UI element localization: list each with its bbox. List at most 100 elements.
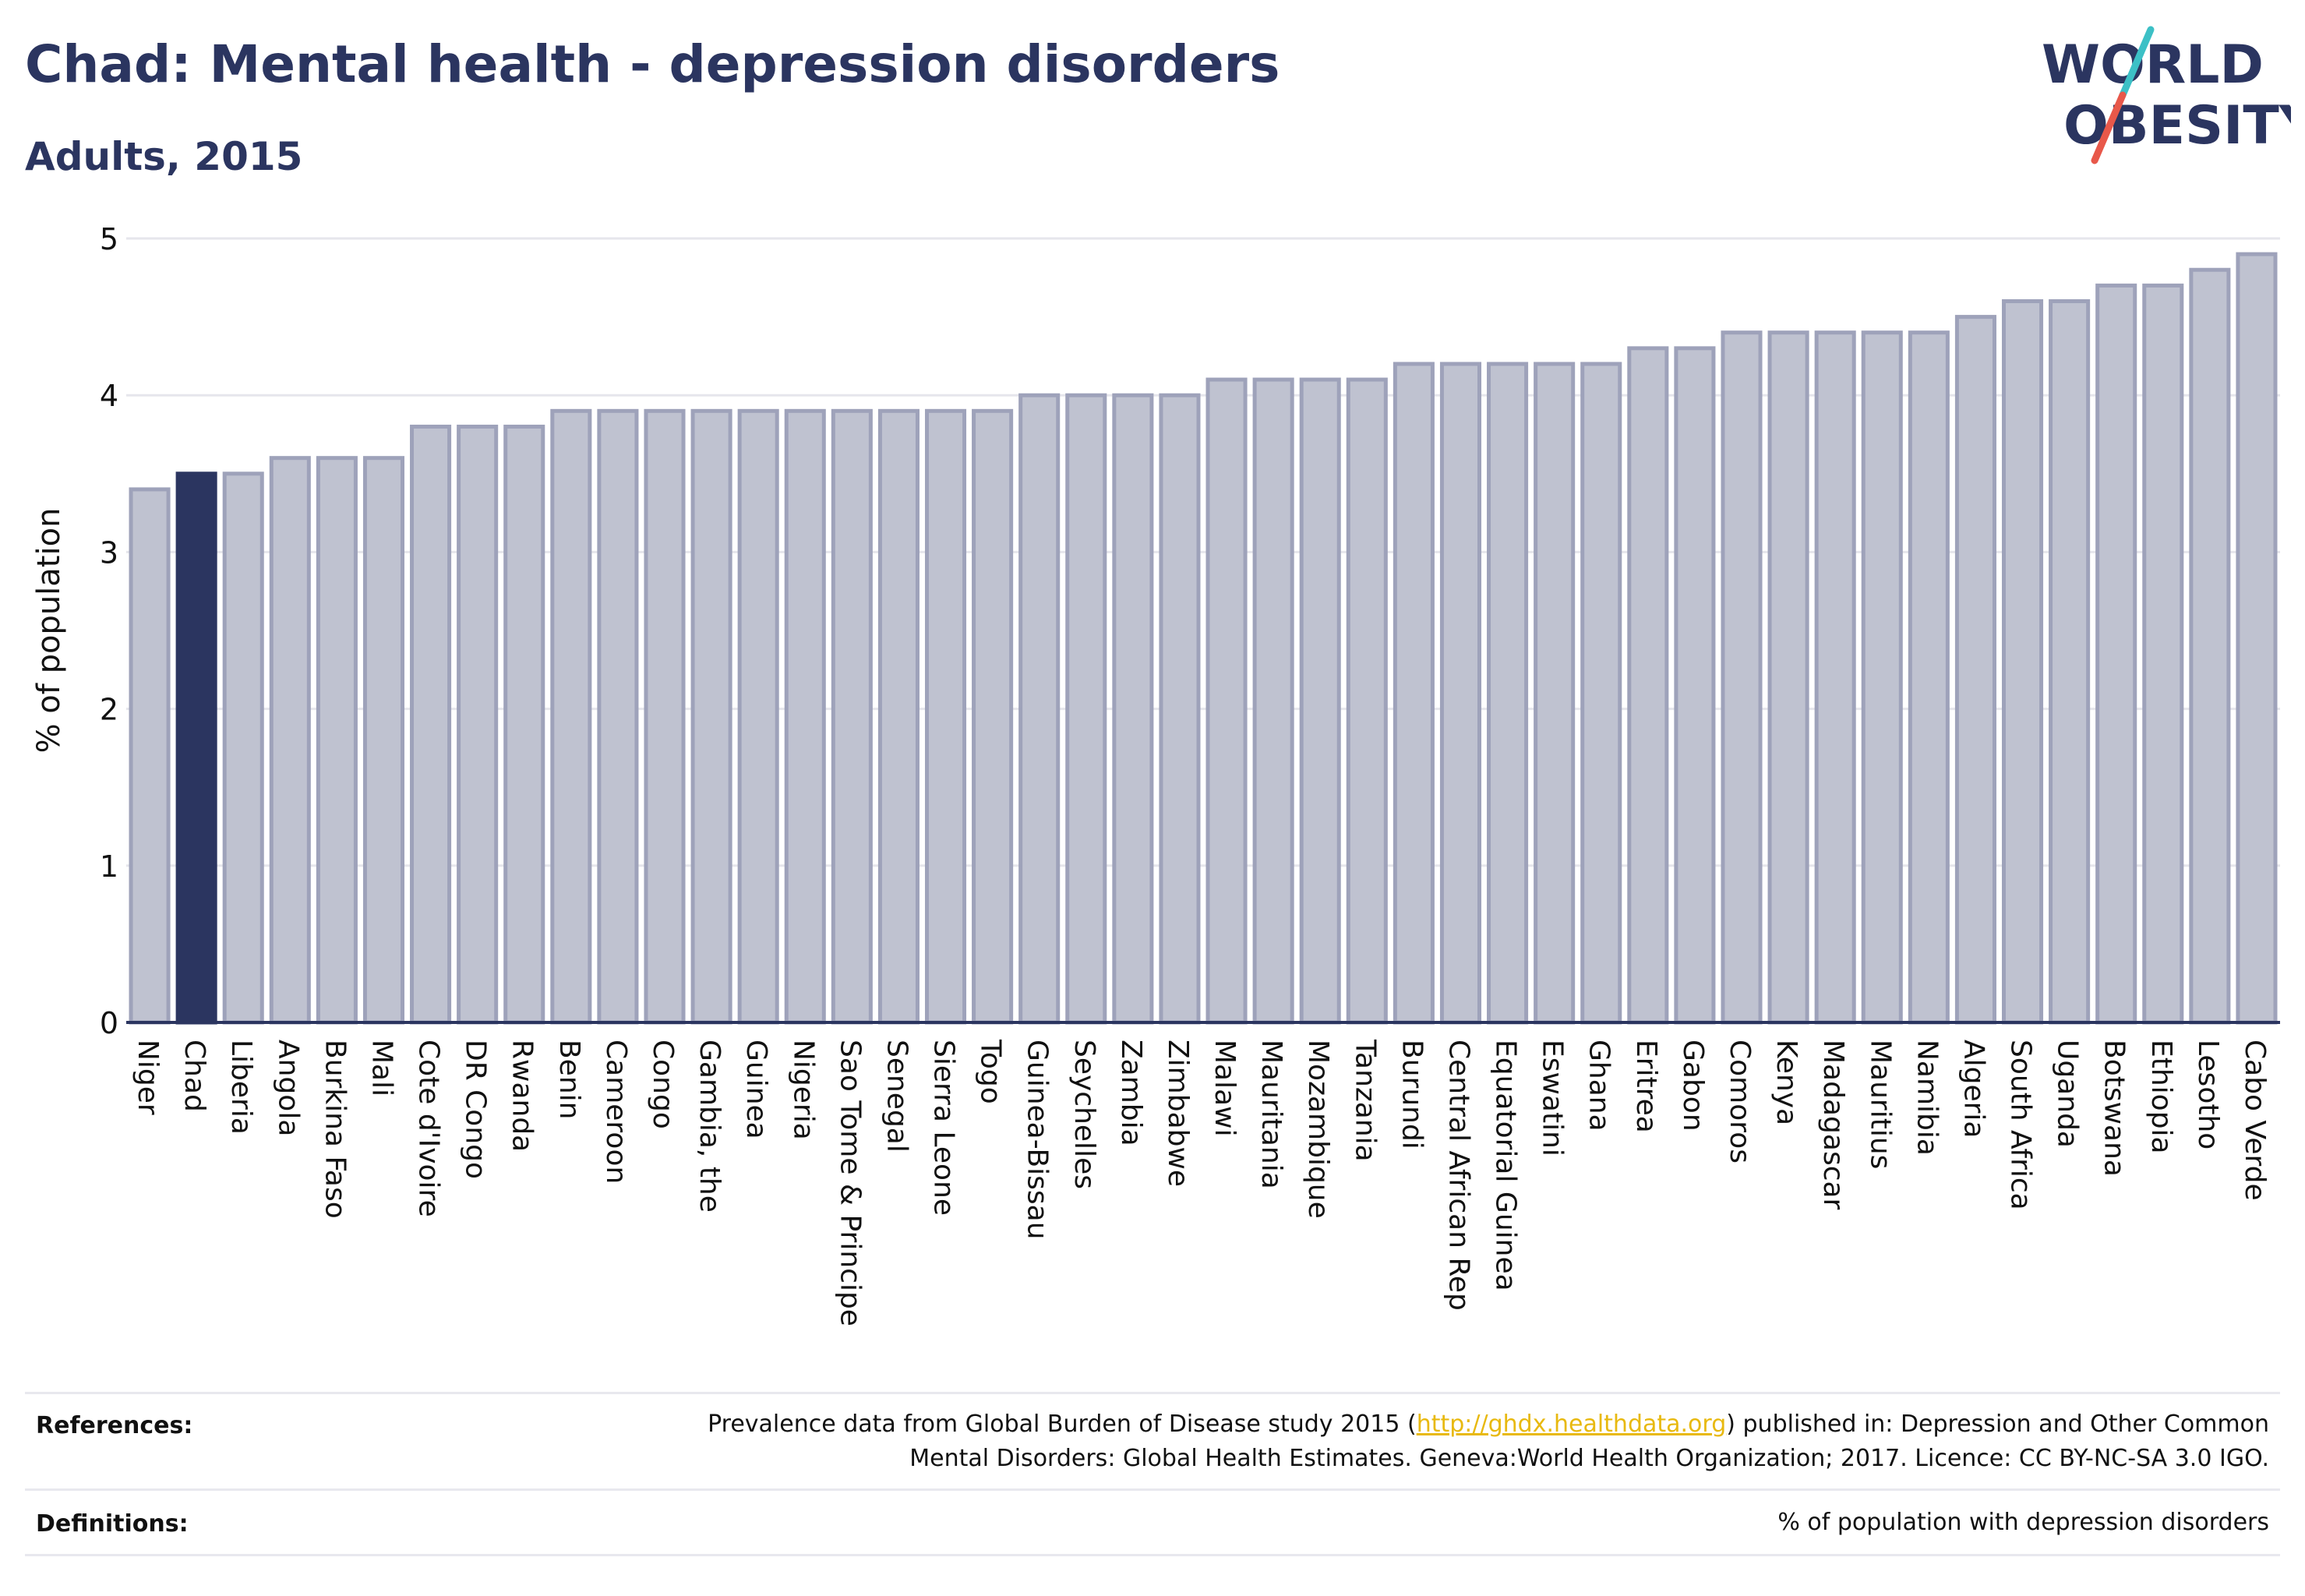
x-tick-label: Mali [365, 1040, 397, 1096]
x-tick-label: Lesotho [2192, 1040, 2224, 1149]
y-tick-labels: 0 1 2 3 4 5 [100, 222, 118, 1040]
x-tick-label: Malawi [1209, 1040, 1241, 1137]
footer-divider-mid [25, 1488, 2280, 1491]
bar-botswana [2095, 283, 2137, 1025]
x-tick-label: DR Congo [460, 1040, 492, 1179]
bar-tanzania [1346, 377, 1388, 1025]
bar-cameroon [597, 408, 639, 1025]
x-tick-label: Senegal [881, 1040, 912, 1153]
footer-divider-top [25, 1392, 2280, 1394]
definitions-label: Definitions: [36, 1510, 189, 1538]
references-text: Prevalence data from Global Burden of Di… [708, 1407, 2269, 1476]
world-obesity-logo: WORLD OBESITY [2042, 26, 2291, 164]
x-tick-label: Ethiopia [2145, 1040, 2177, 1154]
bar-malawi [1205, 377, 1248, 1025]
bar-dr-congo [457, 424, 499, 1025]
x-tick-label: Zambia [1115, 1040, 1147, 1146]
references-line2: Mental Disorders: Global Health Estimate… [909, 1445, 2269, 1472]
x-tick-label: Mozambique [1302, 1040, 1334, 1219]
references-link[interactable]: http://ghdx.healthdata.org [1416, 1411, 1727, 1438]
x-tick-label: Niger [132, 1040, 164, 1115]
bar-rwanda [503, 424, 545, 1025]
bar-burundi [1393, 362, 1435, 1025]
chart-subtitle: Adults, 2015 [25, 134, 303, 179]
x-tick-label: Guinea-Bissau [1022, 1040, 1054, 1240]
bar-zimbabwe [1159, 393, 1201, 1025]
bar-zambia [1112, 393, 1154, 1025]
bar-eritrea [1627, 346, 1669, 1025]
bar-guinea [737, 408, 779, 1025]
x-tick-label: Eritrea [1630, 1040, 1662, 1133]
x-tick-label: Sierra Leone [928, 1040, 960, 1216]
y-tick-label: 3 [100, 535, 118, 570]
x-tick-label: Mauritania [1255, 1040, 1287, 1189]
bar-benin [550, 408, 592, 1025]
bar-cabo-verde [2236, 252, 2278, 1025]
definitions-text: % of population with depression disorder… [1777, 1509, 2269, 1536]
x-tick-label: Algeria [1957, 1040, 1989, 1139]
x-tick-label: Namibia [1911, 1040, 1943, 1156]
x-tick-label: Rwanda [507, 1040, 538, 1152]
bar-ghana [1580, 362, 1622, 1025]
bar-nigeria [784, 408, 826, 1025]
bar-equatorial-guinea [1487, 362, 1529, 1025]
bar-congo [644, 408, 686, 1025]
bar-angola [269, 456, 311, 1025]
x-tick-label: Burkina Faso [319, 1040, 351, 1219]
x-tick-label: South Africa [2005, 1040, 2037, 1210]
x-tick-label: Cote d'Ivoire [413, 1040, 445, 1217]
x-tick-label: Gambia, the [694, 1040, 725, 1213]
bar-burkina-faso [316, 456, 358, 1025]
x-tick-label: Benin [553, 1040, 585, 1119]
x-tick-label: Madagascar [1817, 1040, 1849, 1210]
bar-gabon [1674, 346, 1716, 1025]
x-tick-label: Sao Tome & Principe [834, 1040, 866, 1326]
x-tick-label: Burundi [1396, 1040, 1428, 1149]
references-line1-post: ) published in: Depression and Other Com… [1726, 1411, 2269, 1438]
x-tick-label: Tanzania [1349, 1039, 1381, 1162]
x-tick-label: Chad [178, 1040, 210, 1112]
bar-cote-d-ivoire [410, 424, 452, 1025]
bar-seychelles [1065, 393, 1107, 1025]
footer-divider-bottom [25, 1554, 2280, 1556]
y-tick-label: 5 [100, 222, 118, 256]
bar-comoros [1721, 330, 1763, 1025]
bar-senegal [877, 408, 920, 1025]
y-tick-label: 4 [100, 379, 118, 413]
bar-ethiopia [2142, 283, 2184, 1025]
bar-algeria [1954, 315, 1996, 1025]
bar-sierra-leone [924, 408, 967, 1025]
bar-namibia [1908, 330, 1950, 1025]
bar-chart: 0 1 2 3 4 5 Niger Chad Liberia Angola Burkina Fas… [31, 222, 2280, 1326]
bar-mauritius [1861, 330, 1903, 1025]
x-tick-label: Gabon [1677, 1040, 1709, 1132]
bar-liberia [222, 471, 264, 1025]
chart-title: Chad: Mental health - depression disorde… [25, 34, 1280, 94]
bar-kenya [1767, 330, 1809, 1025]
bar-south-africa [2001, 298, 2044, 1025]
x-tick-label: Comoros [1724, 1040, 1756, 1163]
x-tick-label: Uganda [2052, 1040, 2084, 1148]
y-tick-label: 0 [100, 1006, 118, 1040]
bar-eswatini [1534, 362, 1576, 1025]
bar-mali [362, 456, 405, 1025]
x-tick-label: Zimbabwe [1162, 1040, 1194, 1187]
x-tick-label: Nigeria [787, 1040, 819, 1140]
x-tick-label: Mauritius [1864, 1040, 1896, 1169]
bar-central-african-rep [1439, 362, 1482, 1025]
x-tick-label: Central African Rep [1442, 1040, 1474, 1311]
bar-togo [972, 408, 1014, 1025]
references-line1: Prevalence data from Global Burden of Di… [708, 1407, 2269, 1442]
x-tick-label: Kenya [1770, 1040, 1802, 1125]
x-tick-labels: Niger Chad Liberia Angola Burkina Faso Mali Co… [132, 1039, 2271, 1326]
bar-mozambique [1299, 377, 1341, 1025]
bar-madagascar [1814, 330, 1856, 1025]
x-tick-label: Togo [975, 1039, 1007, 1104]
x-tick-label: Congo [647, 1040, 679, 1129]
logo-line1: WORLD [2042, 34, 2264, 96]
x-tick-label: Cameroon [600, 1040, 632, 1184]
x-tick-label: Ghana [1583, 1040, 1615, 1132]
bars [129, 252, 2278, 1025]
references-line1-pre: Prevalence data from Global Burden of Di… [708, 1411, 1417, 1438]
x-tick-label: Angola [272, 1040, 304, 1136]
